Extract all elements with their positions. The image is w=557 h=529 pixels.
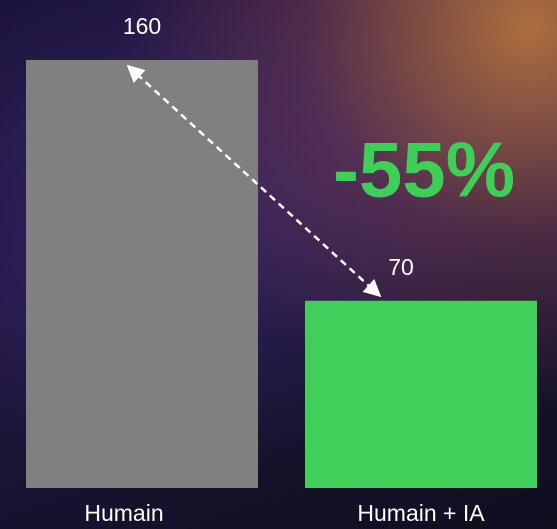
value-label: 160 <box>123 13 161 39</box>
x-tick-label: Humain + IA <box>357 500 485 526</box>
bar <box>26 60 258 488</box>
annotation: -55% <box>333 126 515 214</box>
bar <box>305 300 537 488</box>
x-tick-label: Humain <box>84 500 163 526</box>
comparison-arrow <box>126 64 382 298</box>
value-label: 70 <box>388 254 414 280</box>
bars: 160 Humain 70 Humain + IA <box>26 13 537 526</box>
